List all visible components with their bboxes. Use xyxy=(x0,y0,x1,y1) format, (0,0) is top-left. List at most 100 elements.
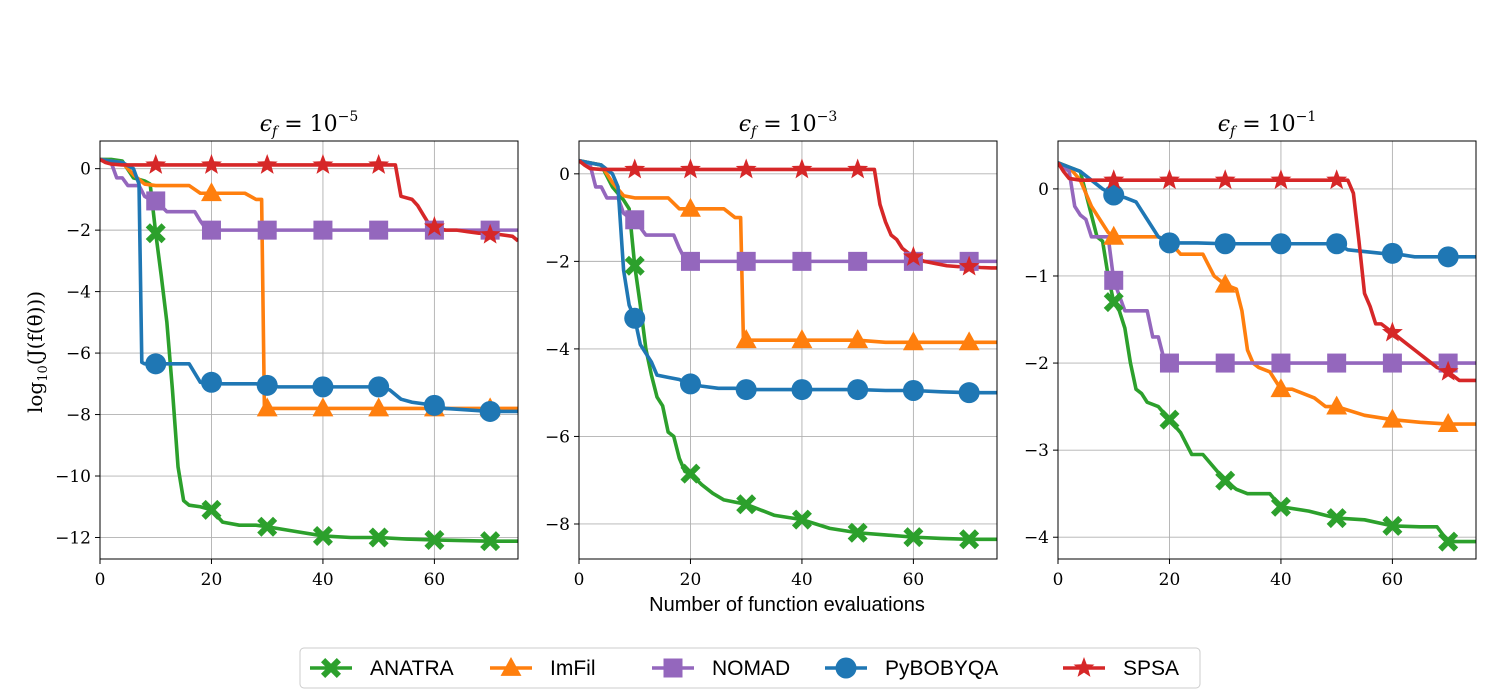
marker-pybobyqa-70 xyxy=(479,400,501,422)
x-tick-label: 60 xyxy=(424,570,446,590)
marker-spsa-10 xyxy=(145,153,167,174)
marker-pybobyqa-60 xyxy=(423,394,445,416)
x-tick-label: 40 xyxy=(791,570,813,590)
marker-anatra-20 xyxy=(1159,409,1180,430)
marker-spsa-70 xyxy=(958,255,980,276)
marker-anatra-70 xyxy=(480,531,501,552)
marker-spsa-20 xyxy=(680,158,701,179)
marker-spsa-50 xyxy=(1326,169,1348,190)
marker-spsa-50 xyxy=(847,158,869,179)
marker-pybobyqa-60 xyxy=(902,379,924,401)
marker-pybobyqa-50 xyxy=(847,379,869,401)
y-tick-label: −6 xyxy=(66,344,91,364)
series-line-pybobyqa xyxy=(579,158,997,395)
marker-anatra-30 xyxy=(1215,470,1236,491)
marker-imfil-70 xyxy=(1437,413,1459,432)
series-group xyxy=(579,158,997,550)
marker-pybobyqa-30 xyxy=(256,374,278,396)
panel-title: ϵf = 10−3 xyxy=(739,109,838,140)
marker-anatra-30 xyxy=(257,516,278,537)
legend-marker-pybobyqa xyxy=(835,657,857,679)
legend-frame xyxy=(299,647,1201,689)
marker-imfil-30 xyxy=(735,329,757,349)
marker-spsa-20 xyxy=(201,153,222,174)
marker-imfil-40 xyxy=(312,397,334,417)
marker-nomad-20 xyxy=(201,220,221,240)
legend-marker-nomad xyxy=(663,658,683,678)
marker-imfil-10 xyxy=(1103,225,1125,245)
marker-pybobyqa-60 xyxy=(1381,242,1403,264)
series-group xyxy=(1058,161,1476,552)
marker-imfil-40 xyxy=(791,329,813,349)
y-tick-label: −6 xyxy=(545,427,570,447)
marker-imfil-50 xyxy=(847,329,869,349)
marker-nomad-50 xyxy=(1327,353,1347,373)
legend-label: ANATRA xyxy=(370,657,454,680)
y-tick-label: −4 xyxy=(545,340,570,360)
y-tick-label: 0 xyxy=(1038,180,1049,200)
x-tick-label: 40 xyxy=(1270,570,1292,590)
series-line-nomad xyxy=(579,159,997,264)
y-tick-label: −2 xyxy=(545,252,570,272)
x-tick-label: 20 xyxy=(680,570,702,590)
panel-2: 0 20 40 60 0 −2 −4 −6 −8 ϵf = 10−3 xyxy=(545,109,998,590)
marker-anatra-30 xyxy=(736,494,757,515)
marker-spsa-10 xyxy=(624,158,646,179)
marker-imfil-60 xyxy=(902,331,924,351)
marker-anatra-20 xyxy=(680,463,701,484)
marker-spsa-50 xyxy=(368,153,390,174)
marker-pybobyqa-70 xyxy=(958,382,980,404)
series-line-pybobyqa xyxy=(100,157,518,414)
marker-imfil-40 xyxy=(1270,378,1292,398)
y-tick-label: −8 xyxy=(66,406,91,426)
marker-anatra-40 xyxy=(1270,496,1291,517)
marker-pybobyqa-30 xyxy=(735,379,757,401)
marker-nomad-10 xyxy=(1104,270,1124,290)
legend: ANATRA ImFil NOMAD PyBOBYQA SPSA xyxy=(299,647,1201,689)
legend-item-pybobyqa: PyBOBYQA xyxy=(825,657,998,680)
x-axis-label: Number of function evaluations xyxy=(649,594,925,616)
y-tick-label: −12 xyxy=(55,528,91,548)
marker-pybobyqa-10 xyxy=(1103,184,1125,206)
x-tick-label: 60 xyxy=(1382,570,1404,590)
marker-spsa-60 xyxy=(1381,321,1403,342)
series-line-nomad xyxy=(100,157,518,232)
marker-imfil-50 xyxy=(368,397,390,417)
marker-anatra-20 xyxy=(201,499,222,520)
marker-spsa-40 xyxy=(1270,169,1292,190)
marker-anatra-70 xyxy=(959,529,980,550)
y-tick-label: −10 xyxy=(55,467,91,487)
marker-spsa-30 xyxy=(735,158,757,179)
y-tick-label: −3 xyxy=(1024,441,1049,461)
x-tick-label: 40 xyxy=(312,570,334,590)
marker-nomad-40 xyxy=(792,251,812,271)
panel-title: ϵf = 10−5 xyxy=(260,109,359,140)
marker-spsa-30 xyxy=(1214,169,1236,190)
marker-spsa-60 xyxy=(902,245,924,266)
marker-nomad-60 xyxy=(1382,353,1402,373)
marker-anatra-70 xyxy=(1438,531,1459,552)
x-tick-label: 0 xyxy=(95,570,106,590)
y-tick-label: −4 xyxy=(1024,528,1049,548)
marker-anatra-50 xyxy=(368,527,389,548)
x-tick-label: 20 xyxy=(201,570,223,590)
marker-spsa-20 xyxy=(1159,169,1180,190)
marker-anatra-10 xyxy=(1103,292,1124,313)
legend-item-imfil: ImFil xyxy=(490,657,596,680)
series-line-spsa xyxy=(1058,161,1476,383)
marker-nomad-50 xyxy=(369,220,389,240)
legend-marker-imfil xyxy=(500,657,522,676)
marker-pybobyqa-50 xyxy=(368,376,390,398)
marker-anatra-40 xyxy=(791,509,812,530)
series-line-anatra xyxy=(100,157,518,543)
marker-nomad-10 xyxy=(625,210,645,230)
marker-nomad-40 xyxy=(1271,353,1291,373)
marker-pybobyqa-50 xyxy=(1326,233,1348,255)
marker-nomad-30 xyxy=(1215,353,1235,373)
y-tick-label: −8 xyxy=(545,515,570,535)
marker-pybobyqa-30 xyxy=(1214,233,1236,255)
x-tick-label: 0 xyxy=(1053,570,1064,590)
marker-imfil-50 xyxy=(1326,395,1348,415)
